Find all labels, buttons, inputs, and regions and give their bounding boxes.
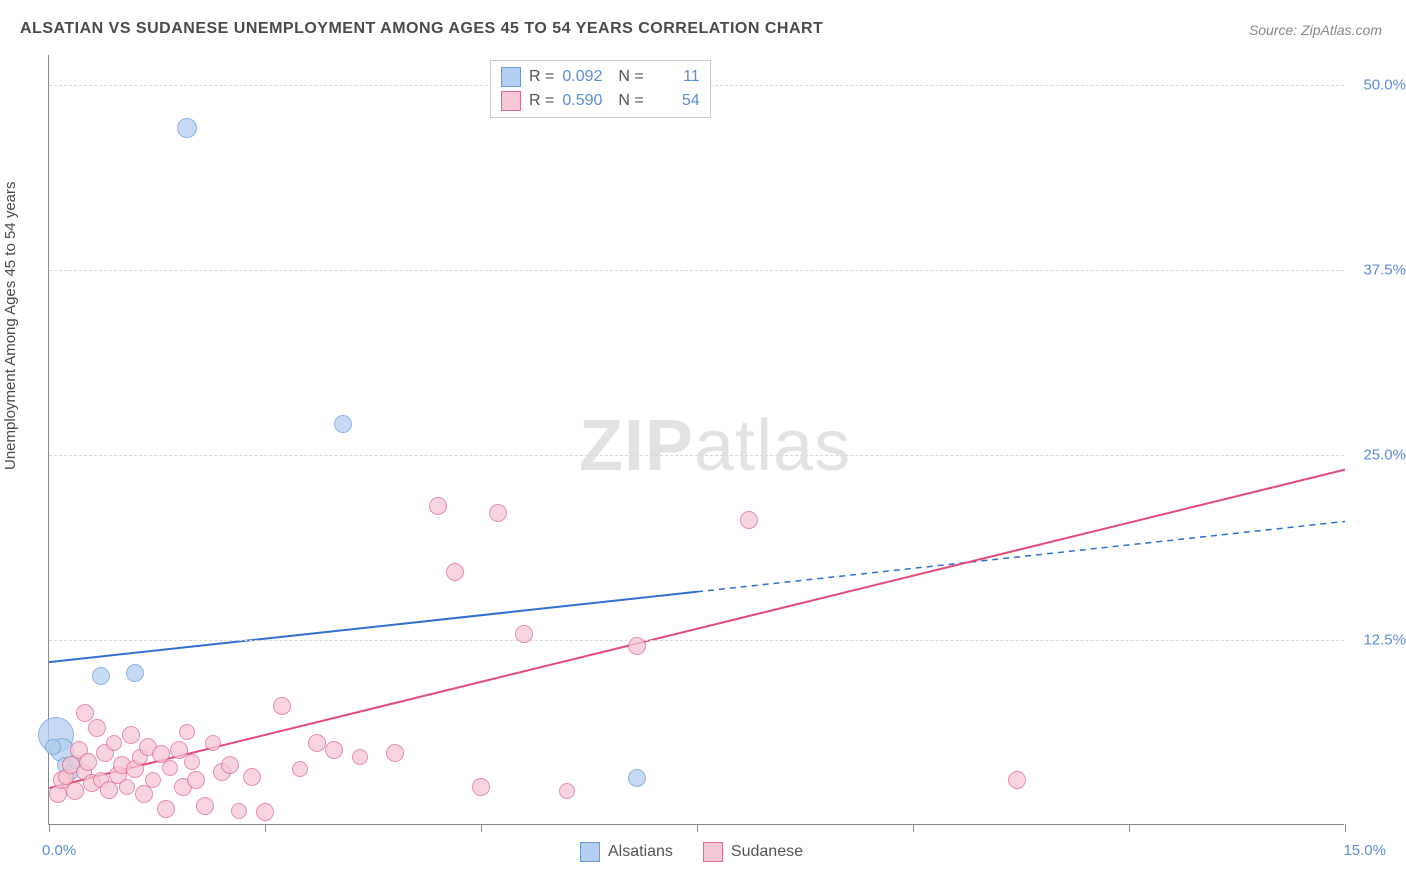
scatter-point <box>740 511 758 529</box>
scatter-point <box>205 735 221 751</box>
source-attribution: Source: ZipAtlas.com <box>1249 22 1382 38</box>
scatter-point <box>429 497 447 515</box>
gridline <box>49 455 1344 456</box>
x-tick <box>481 824 482 832</box>
scatter-point <box>79 753 97 771</box>
watermark: ZIPatlas <box>579 405 851 487</box>
scatter-point <box>515 625 533 643</box>
scatter-point <box>231 803 247 819</box>
scatter-point <box>1008 771 1026 789</box>
y-tick-label: 50.0% <box>1363 76 1406 93</box>
legend-item-alsatians: Alsatians <box>580 842 673 862</box>
scatter-point <box>243 768 261 786</box>
scatter-point <box>157 800 175 818</box>
x-tick <box>49 824 50 832</box>
scatter-point <box>179 724 195 740</box>
scatter-point <box>106 735 122 751</box>
scatter-point <box>196 797 214 815</box>
scatter-point <box>292 761 308 777</box>
scatter-point <box>489 504 507 522</box>
plot-area: ZIPatlas 12.5%25.0%37.5%50.0% <box>48 55 1344 825</box>
legend-label-alsatians: Alsatians <box>608 843 673 861</box>
scatter-point <box>177 118 197 138</box>
scatter-point <box>76 704 94 722</box>
n-value: 11 <box>652 65 700 89</box>
scatter-point <box>92 667 110 685</box>
scatter-point <box>119 779 135 795</box>
x-tick-label-min: 0.0% <box>42 842 76 859</box>
scatter-point <box>386 744 404 762</box>
n-label: N = <box>618 89 643 113</box>
legend-stat-swatch <box>501 91 521 111</box>
scatter-point <box>126 664 144 682</box>
scatter-point <box>135 785 153 803</box>
y-tick-label: 12.5% <box>1363 631 1406 648</box>
scatter-point <box>122 726 140 744</box>
legend-stat-row: R = 0.590 N = 54 <box>501 89 700 113</box>
trendline-dashed <box>697 521 1345 591</box>
swatch-sudanese <box>703 842 723 862</box>
gridline <box>49 270 1344 271</box>
scatter-point <box>145 772 161 788</box>
watermark-zip: ZIP <box>579 406 694 486</box>
x-tick <box>913 824 914 832</box>
chart-title: ALSATIAN VS SUDANESE UNEMPLOYMENT AMONG … <box>20 20 823 38</box>
trendlines-svg <box>49 55 1345 825</box>
legend-label-sudanese: Sudanese <box>731 843 803 861</box>
scatter-point <box>352 749 368 765</box>
scatter-point <box>308 734 326 752</box>
legend-series: Alsatians Sudanese <box>580 842 803 862</box>
scatter-point <box>187 771 205 789</box>
x-tick-label-max: 15.0% <box>1343 842 1386 859</box>
scatter-point <box>628 637 646 655</box>
trendline-solid <box>49 470 1345 788</box>
scatter-point <box>256 803 274 821</box>
scatter-point <box>628 769 646 787</box>
scatter-point <box>66 782 84 800</box>
scatter-point <box>162 760 178 776</box>
scatter-point <box>472 778 490 796</box>
y-axis-label: Unemployment Among Ages 45 to 54 years <box>2 181 19 470</box>
scatter-point <box>559 783 575 799</box>
r-label: R = <box>529 65 554 89</box>
scatter-point <box>221 756 239 774</box>
scatter-point <box>334 415 352 433</box>
scatter-point <box>45 739 61 755</box>
r-value: 0.590 <box>562 89 610 113</box>
y-tick-label: 25.0% <box>1363 446 1406 463</box>
scatter-point <box>325 741 343 759</box>
trendline-solid <box>49 592 697 662</box>
x-tick <box>1345 824 1346 832</box>
swatch-alsatians <box>580 842 600 862</box>
legend-stat-swatch <box>501 67 521 87</box>
scatter-point <box>446 563 464 581</box>
x-tick <box>697 824 698 832</box>
scatter-point <box>88 719 106 737</box>
legend-item-sudanese: Sudanese <box>703 842 803 862</box>
legend-stat-row: R = 0.092 N = 11 <box>501 65 700 89</box>
x-tick <box>1129 824 1130 832</box>
r-value: 0.092 <box>562 65 610 89</box>
x-tick <box>265 824 266 832</box>
r-label: R = <box>529 89 554 113</box>
watermark-atlas: atlas <box>694 406 851 486</box>
y-tick-label: 37.5% <box>1363 261 1406 278</box>
n-value: 54 <box>652 89 700 113</box>
scatter-point <box>273 697 291 715</box>
gridline <box>49 640 1344 641</box>
legend-stats-box: R = 0.092 N = 11 R = 0.590 N = 54 <box>490 60 711 118</box>
scatter-point <box>184 754 200 770</box>
n-label: N = <box>618 65 643 89</box>
